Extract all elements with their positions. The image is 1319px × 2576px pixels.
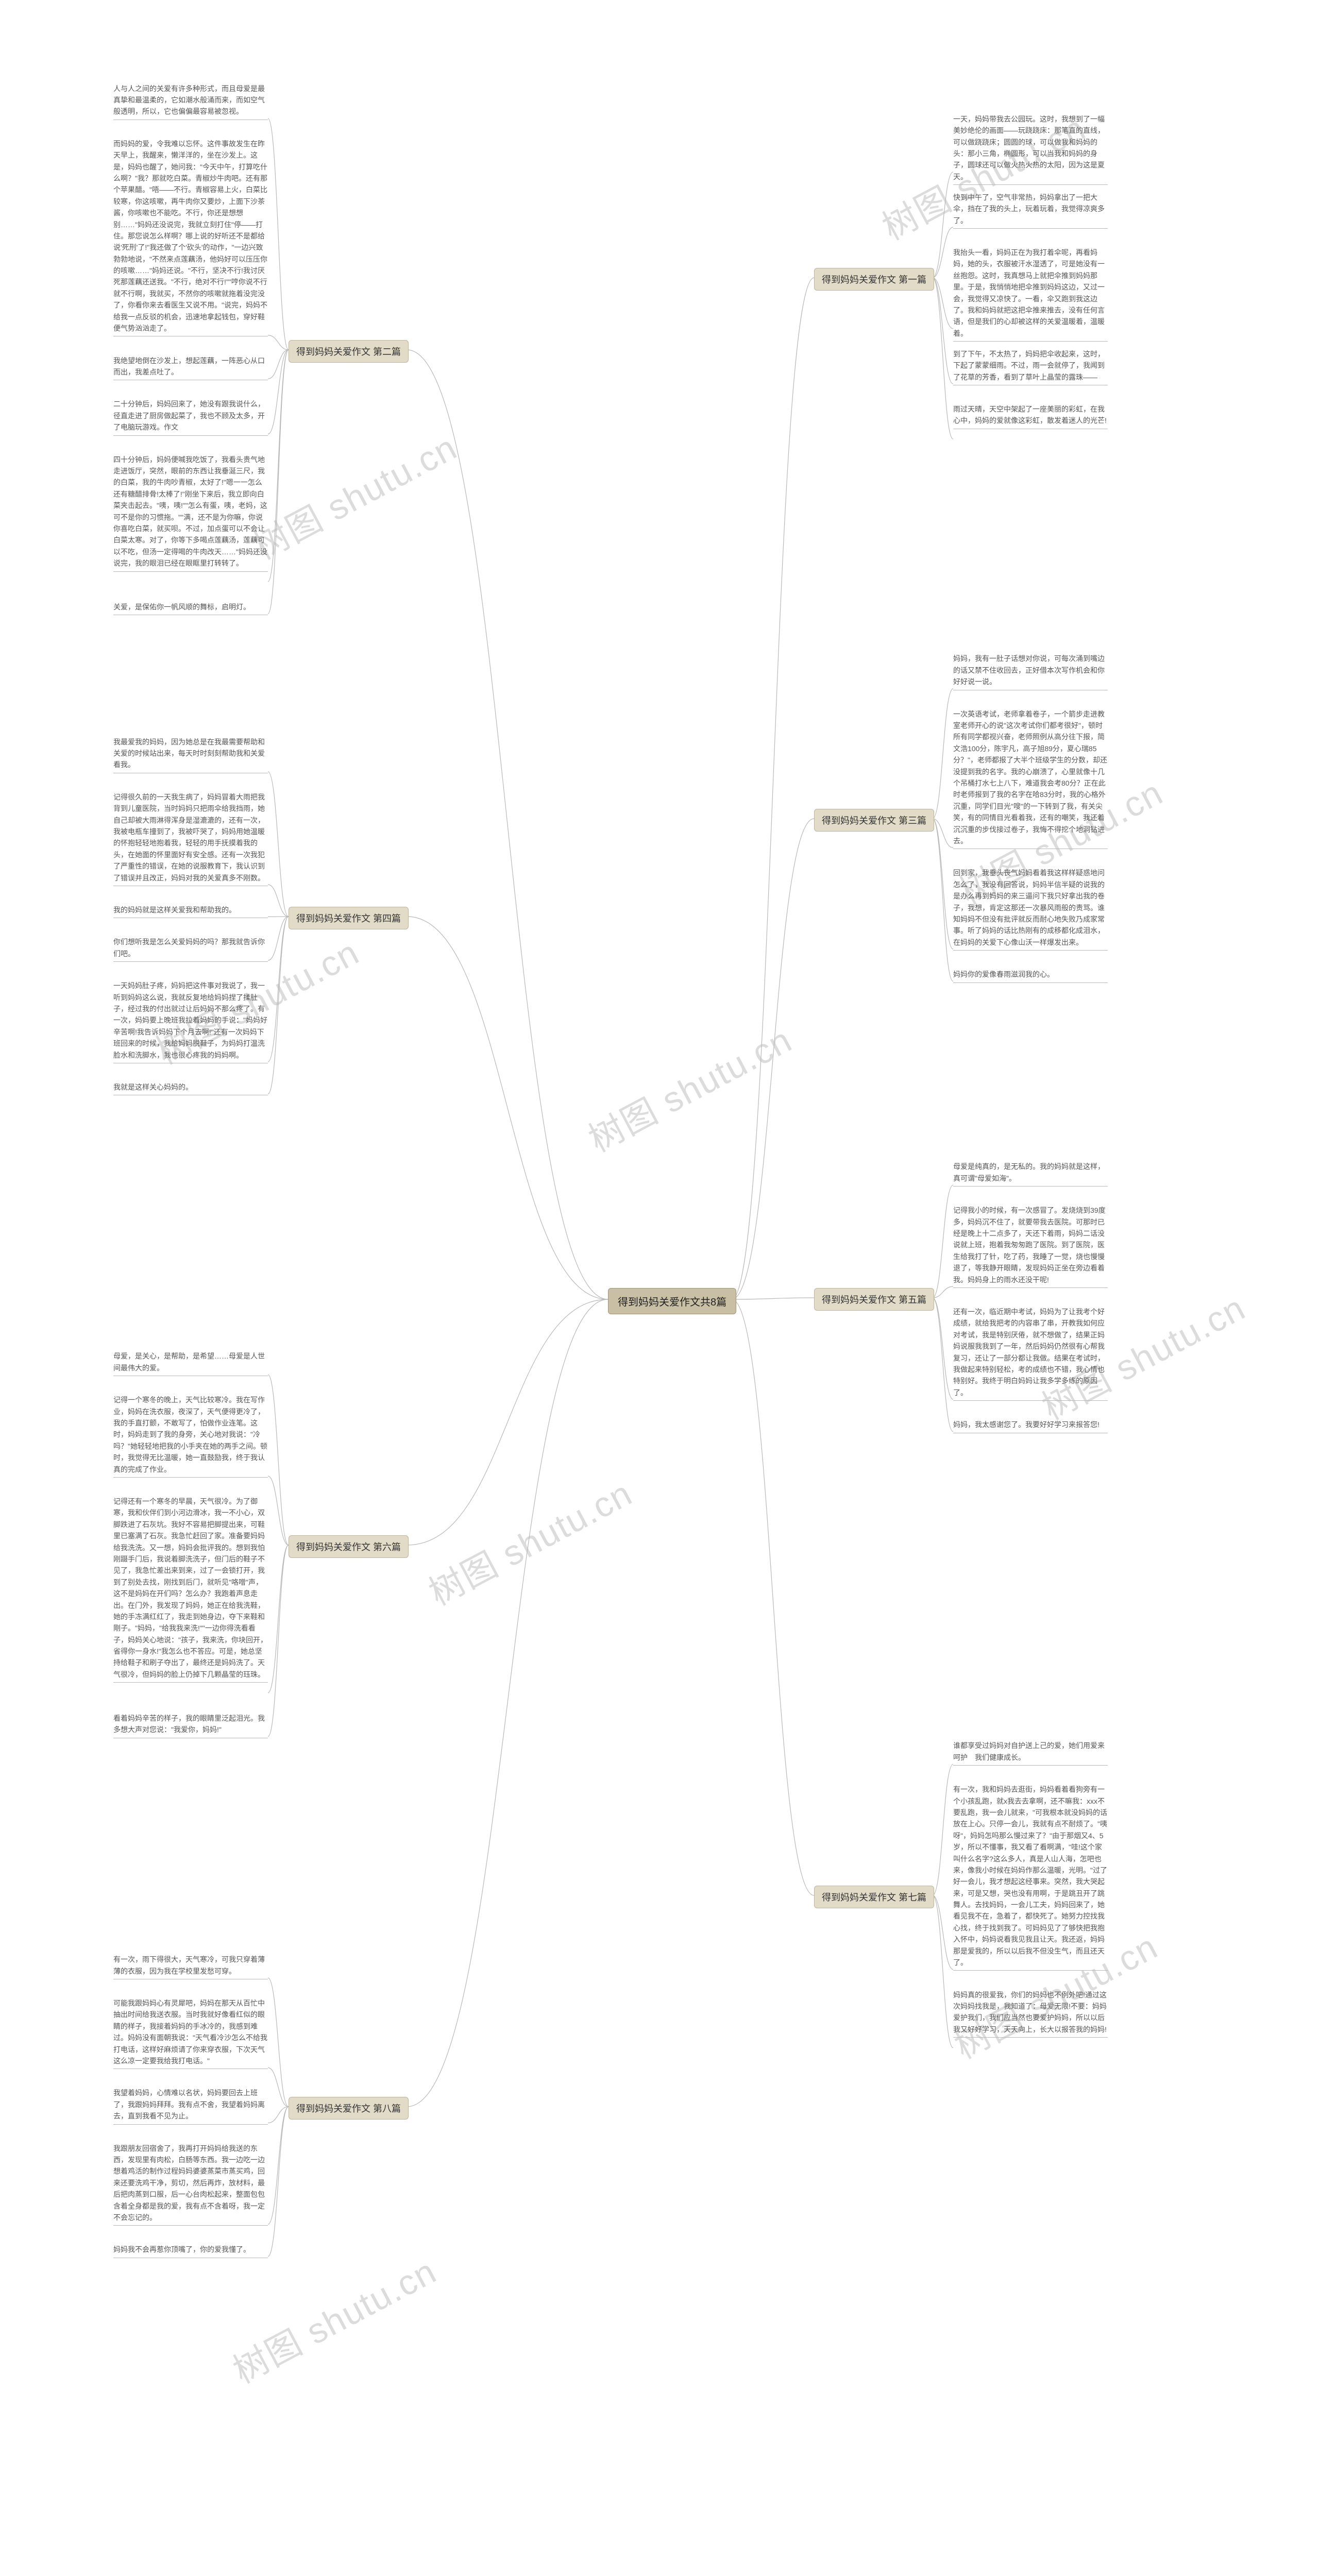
leaf-text: 你们想听我是怎么关爱妈妈的吗？那我就告诉你们吧。 (113, 936, 268, 962)
leaf-node: 二十分钟后，妈妈回来了，她没有跟我说什么，径直走进了厨房做起菜了，我也不顾及太多… (113, 398, 268, 435)
watermark: 树图 shutu.cn (578, 1012, 800, 1162)
branch-node: 得到妈妈关爱作文 第八篇 (289, 2097, 409, 2120)
leaf-node: 关爱，是保佑你一帆风顺的舞标，启明灯。 (113, 601, 268, 615)
leaf-node: 人与人之间的关爱有许多种形式，而且母爱是最真挚和最温柔的，它如潮水般涌而来，而如… (113, 83, 268, 120)
leaf-text: 母爱是纯真的，是无私的。我的妈妈就是这样，真可谓"母爱如海"。 (953, 1161, 1108, 1187)
branch-label: 得到妈妈关爱作文 第六篇 (296, 1542, 401, 1552)
leaf-text: 一天妈妈肚子疼，妈妈把这件事对我说了，我一听到妈妈这么说，我就反复地给妈妈捏了揉… (113, 980, 268, 1063)
leaf-node: 妈妈，我太感谢您了。我要好好学习来报答您! (953, 1419, 1108, 1433)
branch-node: 得到妈妈关爱作文 第四篇 (289, 907, 409, 929)
branch-label: 得到妈妈关爱作文 第一篇 (822, 275, 926, 285)
leaf-node: 看着妈妈辛苦的样子，我的眼睛里泛起泪光。我多想大声对您说："我爱你，妈妈!" (113, 1713, 268, 1738)
watermark: 树图 shutu.cn (223, 2243, 444, 2393)
leaf-text: 还有一次，临近期中考试，妈妈为了让我考个好成绩，就给我把考的内容串了串，开教我如… (953, 1306, 1108, 1401)
leaf-text: 妈妈，我太感谢您了。我要好好学习来报答您! (953, 1419, 1108, 1433)
leaf-text: 而妈妈的爱，令我难以忘怀。这件事故发生在昨天早上，我醒来，懒洋洋的，坐在沙发上。… (113, 138, 268, 337)
leaf-text: 记得我小的时候，有一次感冒了。发烧烧到39度多，妈妈沉不住了，就要带我去医院。可… (953, 1205, 1108, 1288)
leaf-node: 记得很久前的一天我生病了，妈妈冒着大雨把我背到儿童医院，当时妈妈只把雨伞给我挡雨… (113, 791, 268, 886)
leaf-text: 妈妈，我有一肚子话想对你说，可每次涌到嘴边的话又禁不住收回去，正好借本次写作机会… (953, 653, 1108, 690)
leaf-text: 一天，妈妈带我去公园玩。这时，我想到了一幅美妙绝伦的画面——玩跷跷床：那笔直的直… (953, 113, 1108, 185)
leaf-text: 雨过天晴，天空中架起了一座美丽的彩虹，在我心中，妈妈的爱就像这彩虹，散发着迷人的… (953, 403, 1108, 429)
leaf-node: 我最爱我的妈妈，因为她总是在我最需要帮助和关爱的时候站出来，每天时时刻刻帮助我和… (113, 736, 268, 773)
leaf-node: 记得我小的时候，有一次感冒了。发烧烧到39度多，妈妈沉不住了，就要带我去医院。可… (953, 1205, 1108, 1288)
branch-label: 得到妈妈关爱作文 第三篇 (822, 816, 926, 826)
leaf-node: 雨过天晴，天空中架起了一座美丽的彩虹，在我心中，妈妈的爱就像这彩虹，散发着迷人的… (953, 403, 1108, 429)
leaf-node: 可能我跟妈妈心有灵犀吧，妈妈在那天从百忙中抽出时间给我送衣服。当时我就好像看红似… (113, 1997, 268, 2069)
leaf-node: 我跟朋友回宿舍了，我再打开妈妈给我送的东西，发现里有肉松，白肠等东西。我一边吃一… (113, 2143, 268, 2226)
leaf-node: 我就是这样关心妈妈的。 (113, 1081, 268, 1095)
leaf-text: 谁都享受过妈妈对自护送上己的爱，她们用爱来呵护 我们健康成长。 (953, 1740, 1108, 1766)
leaf-node: 而妈妈的爱，令我难以忘怀。这件事故发生在昨天早上，我醒来，懒洋洋的，坐在沙发上。… (113, 138, 268, 337)
branch-label: 得到妈妈关爱作文 第七篇 (822, 1892, 926, 1903)
leaf-node: 一次英语考试，老师拿着卷子，一个箭步走进教室老师开心的说"这次考试你们都考很好"… (953, 708, 1108, 850)
leaf-node: 妈妈真的很爱我，你们的妈妈也不例外吧!通过这次妈妈找我是，我知道了：母爱无限!不… (953, 1989, 1108, 2038)
leaf-text: 四十分钟后，妈妈便喊我吃饭了，我看头贵气地走进饭厅，突然，眼前的东西让我垂涎三尺… (113, 454, 268, 572)
leaf-text: 妈妈我不会再惹你顶嘴了，你的爱我懂了。 (113, 2244, 268, 2258)
leaf-node: 四十分钟后，妈妈便喊我吃饭了，我看头贵气地走进饭厅，突然，眼前的东西让我垂涎三尺… (113, 454, 268, 572)
branch-node: 得到妈妈关爱作文 第七篇 (814, 1886, 934, 1908)
leaf-text: 关爱，是保佑你一帆风顺的舞标，启明灯。 (113, 601, 268, 615)
leaf-text: 可能我跟妈妈心有灵犀吧，妈妈在那天从百忙中抽出时间给我送衣服。当时我就好像看红似… (113, 1997, 268, 2069)
branch-label: 得到妈妈关爱作文 第二篇 (296, 347, 401, 357)
leaf-node: 妈妈你的爱像春雨滋润我的心。 (953, 969, 1108, 982)
leaf-node: 有一次，我和妈妈去逛街，妈妈看着看狗旁有一个小孩乱跑，就x我去去拿啊，还不嘛我：… (953, 1784, 1108, 1971)
branch-node: 得到妈妈关爱作文 第一篇 (814, 268, 934, 291)
watermark: 树图 shutu.cn (418, 1465, 640, 1615)
leaf-node: 我望着妈妈，心情难以名状，妈妈要回去上班了，我跟妈妈拜拜。我有点不舍，我望着妈妈… (113, 2087, 268, 2124)
branch-label: 得到妈妈关爱作文 第五篇 (822, 1295, 926, 1305)
leaf-text: 一次英语考试，老师拿着卷子，一个箭步走进教室老师开心的说"这次考试你们都考很好"… (953, 708, 1108, 850)
leaf-node: 回到家，我垂头丧气妈妈看着我这样样疑惑地问怎么了，我没有回答说，妈妈半信半疑的说… (953, 867, 1108, 951)
leaf-node: 母爱，是关心，是帮助，是希望……母爱是人世间最伟大的爱。 (113, 1350, 268, 1376)
watermark: 树图 shutu.cn (243, 419, 465, 569)
leaf-text: 回到家，我垂头丧气妈妈看着我这样样疑惑地问怎么了，我没有回答说，妈妈半信半疑的说… (953, 867, 1108, 951)
leaf-text: 看着妈妈辛苦的样子，我的眼睛里泛起泪光。我多想大声对您说："我爱你，妈妈!" (113, 1713, 268, 1738)
leaf-node: 一天，妈妈带我去公园玩。这时，我想到了一幅美妙绝伦的画面——玩跷跷床：那笔直的直… (953, 113, 1108, 185)
leaf-text: 人与人之间的关爱有许多种形式，而且母爱是最真挚和最温柔的，它如潮水般涌而来，而如… (113, 83, 268, 120)
leaf-node: 妈妈，我有一肚子话想对你说，可每次涌到嘴边的话又禁不住收回去，正好借本次写作机会… (953, 653, 1108, 690)
leaf-node: 我的妈妈就是这样关爱我和帮助我的。 (113, 904, 268, 918)
branch-label: 得到妈妈关爱作文 第八篇 (296, 2104, 401, 2114)
leaf-text: 妈妈真的很爱我，你们的妈妈也不例外吧!通过这次妈妈找我是，我知道了：母爱无限!不… (953, 1989, 1108, 2038)
leaf-text: 我跟朋友回宿舍了，我再打开妈妈给我送的东西，发现里有肉松，白肠等东西。我一边吃一… (113, 2143, 268, 2226)
leaf-text: 记得一个寒冬的晚上，天气比较寒冷。我在写作业，妈妈在洗衣服，夜深了，天气便得更冷… (113, 1394, 268, 1478)
leaf-node: 谁都享受过妈妈对自护送上己的爱，她们用爱来呵护 我们健康成长。 (953, 1740, 1108, 1766)
branch-label: 得到妈妈关爱作文 第四篇 (296, 913, 401, 924)
branch-node: 得到妈妈关爱作文 第五篇 (814, 1288, 934, 1311)
leaf-text: 我就是这样关心妈妈的。 (113, 1081, 268, 1095)
leaf-text: 有一次，雨下得很大，天气寒冷，可我只穿着薄薄的衣服，因为我在学校里发愁可穿。 (113, 1954, 268, 1979)
leaf-text: 二十分钟后，妈妈回来了，她没有跟我说什么，径直走进了厨房做起菜了，我也不顾及太多… (113, 398, 268, 435)
leaf-node: 到了下午，不太热了，妈妈把伞收起来，这时，下起了蒙蒙细雨。不过，雨一会就停了，我… (953, 348, 1108, 385)
leaf-node: 记得还有一个寒冬的早晨，天气很冷。为了御寒，我和伙伴们到小河边滑冰，我一不小心，… (113, 1496, 268, 1683)
branch-node: 得到妈妈关爱作文 第三篇 (814, 809, 934, 832)
leaf-node: 记得一个寒冬的晚上，天气比较寒冷。我在写作业，妈妈在洗衣服，夜深了，天气便得更冷… (113, 1394, 268, 1478)
leaf-text: 妈妈你的爱像春雨滋润我的心。 (953, 969, 1108, 982)
leaf-text: 到了下午，不太热了，妈妈把伞收起来，这时，下起了蒙蒙细雨。不过，雨一会就停了，我… (953, 348, 1108, 385)
leaf-text: 我绝望地倒在沙发上，想起莲藕，一阵恶心从口而出，我差点吐了。 (113, 355, 268, 381)
leaf-node: 我抬头一看，妈妈正在为我打着伞呢，再看妈妈，她的头，衣服被汗水湿透了，可是她没有… (953, 247, 1108, 342)
leaf-text: 我望着妈妈，心情难以名状，妈妈要回去上班了，我跟妈妈拜拜。我有点不舍，我望着妈妈… (113, 2087, 268, 2124)
leaf-node: 你们想听我是怎么关爱妈妈的吗？那我就告诉你们吧。 (113, 936, 268, 962)
leaf-text: 我的妈妈就是这样关爱我和帮助我的。 (113, 904, 268, 918)
branch-node: 得到妈妈关爱作文 第六篇 (289, 1535, 409, 1558)
leaf-node: 我绝望地倒在沙发上，想起莲藕，一阵恶心从口而出，我差点吐了。 (113, 355, 268, 381)
leaf-text: 我最爱我的妈妈，因为她总是在我最需要帮助和关爱的时候站出来，每天时时刻刻帮助我和… (113, 736, 268, 773)
leaf-node: 还有一次，临近期中考试，妈妈为了让我考个好成绩，就给我把考的内容串了串，开教我如… (953, 1306, 1108, 1401)
leaf-text: 母爱，是关心，是帮助，是希望……母爱是人世间最伟大的爱。 (113, 1350, 268, 1376)
leaf-node: 快到中午了，空气非常热，妈妈拿出了一把大伞，挡在了我的头上，玩着玩着，我觉得凉爽… (953, 192, 1108, 229)
branch-node: 得到妈妈关爱作文 第二篇 (289, 340, 409, 363)
leaf-text: 快到中午了，空气非常热，妈妈拿出了一把大伞，挡在了我的头上，玩着玩着，我觉得凉爽… (953, 192, 1108, 229)
leaf-text: 记得很久前的一天我生病了，妈妈冒着大雨把我背到儿童医院，当时妈妈只把雨伞给我挡雨… (113, 791, 268, 886)
root-label: 得到妈妈关爱作文共8篇 (618, 1297, 726, 1308)
leaf-text: 有一次，我和妈妈去逛街，妈妈看着看狗旁有一个小孩乱跑，就x我去去拿啊，还不嘛我：… (953, 1784, 1108, 1971)
root-node: 得到妈妈关爱作文共8篇 (608, 1288, 736, 1314)
leaf-node: 母爱是纯真的，是无私的。我的妈妈就是这样，真可谓"母爱如海"。 (953, 1161, 1108, 1187)
leaf-node: 有一次，雨下得很大，天气寒冷，可我只穿着薄薄的衣服，因为我在学校里发愁可穿。 (113, 1954, 268, 1979)
leaf-node: 妈妈我不会再惹你顶嘴了，你的爱我懂了。 (113, 2244, 268, 2258)
leaf-text: 我抬头一看，妈妈正在为我打着伞呢，再看妈妈，她的头，衣服被汗水湿透了，可是她没有… (953, 247, 1108, 342)
leaf-node: 一天妈妈肚子疼，妈妈把这件事对我说了，我一听到妈妈这么说，我就反复地给妈妈捏了揉… (113, 980, 268, 1063)
leaf-text: 记得还有一个寒冬的早晨，天气很冷。为了御寒，我和伙伴们到小河边滑冰，我一不小心，… (113, 1496, 268, 1683)
